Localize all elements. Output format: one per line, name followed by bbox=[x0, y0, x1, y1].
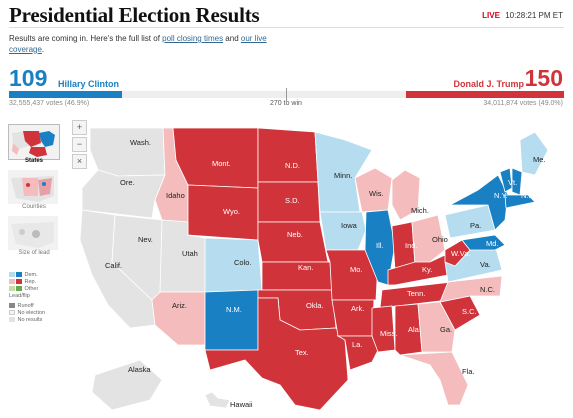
dem-candidate-name: Hillary Clinton bbox=[58, 79, 120, 89]
state-ore[interactable] bbox=[81, 169, 166, 219]
state-iowa[interactable] bbox=[319, 211, 367, 251]
map-legend: Dem. Rep. Other Lead/flip Runoff No elec… bbox=[9, 272, 45, 324]
view-counties-thumb[interactable] bbox=[8, 170, 58, 204]
intro-text-start: Results are coming in. Here's the full l… bbox=[9, 34, 163, 43]
zoom-in-button[interactable]: + bbox=[72, 120, 87, 135]
live-timestamp: LIVE 10:28:21 PM ET bbox=[482, 11, 563, 20]
state-ohio[interactable] bbox=[411, 214, 446, 266]
state-w-va[interactable] bbox=[444, 239, 471, 267]
state-label-fla: Fla. bbox=[462, 367, 475, 376]
view-size-of-lead-label[interactable]: Size of lead bbox=[18, 250, 50, 256]
state-minn[interactable] bbox=[314, 131, 373, 213]
state-ala[interactable] bbox=[394, 303, 423, 356]
dem-electoral-votes: 109 bbox=[9, 65, 48, 91]
state-label-mass: Mass. bbox=[521, 205, 541, 214]
state-n-h[interactable] bbox=[511, 167, 523, 196]
view-states-thumb[interactable] bbox=[8, 124, 60, 160]
state-mont[interactable] bbox=[172, 127, 259, 189]
state-md[interactable] bbox=[461, 234, 506, 251]
rep-electoral-votes: 150 bbox=[524, 65, 563, 91]
state-fla[interactable] bbox=[399, 351, 469, 406]
win-threshold-marker bbox=[286, 88, 287, 101]
live-badge: LIVE bbox=[482, 11, 500, 20]
states-thumb-icon bbox=[12, 131, 55, 157]
legend-no-results: No results bbox=[17, 317, 43, 323]
update-time: 10:28:21 PM ET bbox=[505, 11, 563, 20]
header-divider bbox=[9, 27, 564, 28]
state-hawaii[interactable] bbox=[204, 391, 231, 409]
state-pa[interactable] bbox=[444, 204, 496, 239]
state-tex[interactable] bbox=[204, 297, 349, 411]
state-wash[interactable] bbox=[89, 127, 166, 177]
view-counties-label[interactable]: Counties bbox=[22, 204, 46, 210]
view-states-label[interactable]: States bbox=[24, 158, 43, 164]
state-wyo[interactable] bbox=[187, 184, 259, 241]
state-alaska[interactable] bbox=[91, 359, 163, 411]
state-n-d[interactable] bbox=[257, 127, 319, 183]
intro-text-end: . bbox=[41, 44, 45, 54]
state-kan[interactable] bbox=[261, 261, 333, 291]
legend-no-election: No election bbox=[17, 310, 46, 316]
legend-dem: Dem. bbox=[24, 272, 38, 278]
reset-map-button[interactable]: × bbox=[72, 154, 87, 169]
state-miss[interactable] bbox=[371, 305, 396, 353]
legend-lead-flip: Lead/flip bbox=[9, 293, 30, 299]
counties-thumb-icon bbox=[11, 176, 54, 202]
state-wis[interactable] bbox=[354, 167, 393, 213]
intro-text: Results are coming in. Here's the full l… bbox=[9, 34, 269, 55]
dem-popular-vote: 32,555,437 votes (46.9%) bbox=[9, 100, 90, 107]
state-colo[interactable] bbox=[204, 237, 263, 293]
state-n-c[interactable] bbox=[439, 275, 503, 303]
state-mass[interactable] bbox=[504, 194, 536, 209]
state-mich[interactable] bbox=[391, 169, 421, 221]
poll-closing-times-link[interactable]: poll closing times bbox=[162, 34, 224, 43]
legend-other: Other bbox=[24, 286, 39, 292]
intro-text-mid: and bbox=[223, 34, 241, 43]
rep-candidate-name: Donald J. Trump bbox=[453, 79, 524, 89]
state-s-d[interactable] bbox=[257, 181, 321, 223]
state-ark[interactable] bbox=[331, 299, 375, 337]
rep-popular-vote: 34,011,874 votes (49.0%) bbox=[483, 100, 563, 107]
legend-runoff: Runoff bbox=[17, 303, 34, 309]
rep-progress bbox=[406, 91, 564, 98]
to-win-label: 270 to win bbox=[270, 100, 302, 107]
state-n-m[interactable] bbox=[204, 289, 259, 351]
legend-rep: Rep. bbox=[24, 279, 37, 285]
page-title: Presidential Election Results bbox=[9, 3, 260, 27]
state-ga[interactable] bbox=[417, 301, 456, 353]
size-of-lead-thumb-icon bbox=[11, 222, 54, 248]
electoral-vote-bar bbox=[9, 88, 564, 101]
view-size-of-lead-thumb[interactable] bbox=[8, 216, 58, 250]
state-neb[interactable] bbox=[257, 221, 329, 263]
state-label-hawaii: Hawaii bbox=[230, 400, 253, 409]
state-me[interactable] bbox=[519, 131, 549, 176]
zoom-out-button[interactable]: − bbox=[72, 137, 87, 152]
live-coverage-link[interactable]: our live coverage bbox=[9, 34, 267, 54]
state-ariz[interactable] bbox=[151, 291, 206, 346]
dem-progress bbox=[9, 91, 122, 98]
